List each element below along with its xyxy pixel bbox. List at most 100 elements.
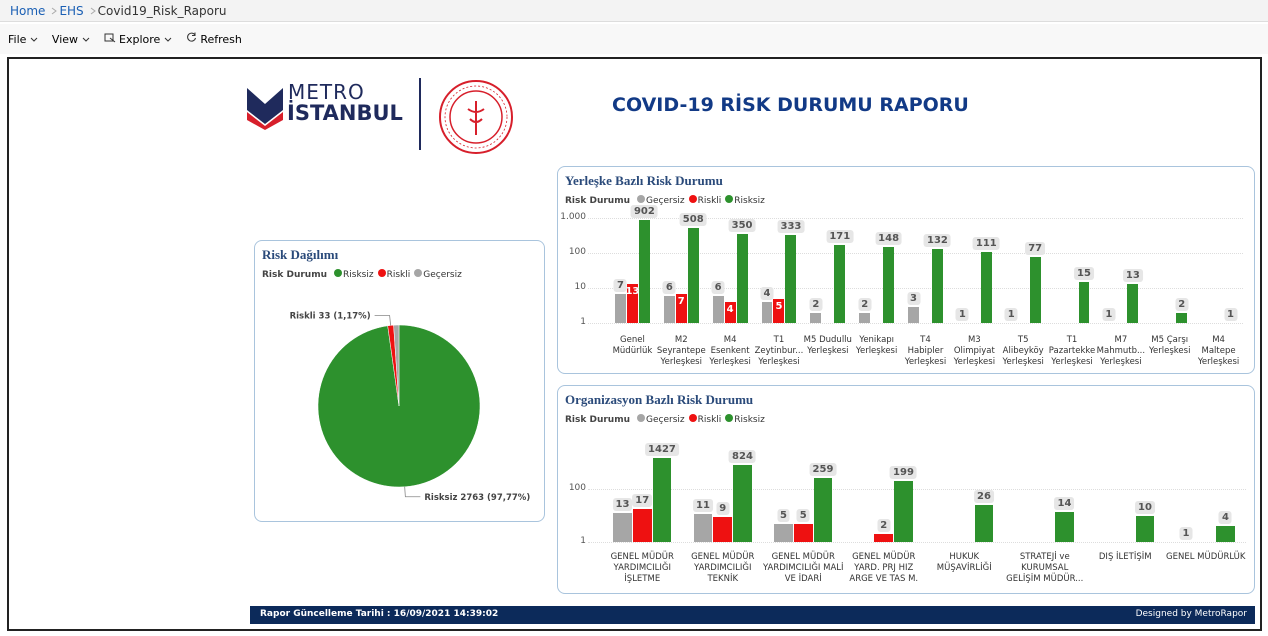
logo-text: METRO: [288, 80, 365, 104]
legend-label: Risksiz: [734, 415, 765, 425]
divider: [419, 78, 421, 150]
data-label: 2: [1175, 297, 1189, 311]
data-label: 5: [775, 300, 783, 312]
report-title: COVID-19 RİSK DURUMU RAPORU: [612, 94, 969, 116]
data-label: 259: [809, 463, 837, 477]
bar: [883, 247, 895, 324]
bar: [894, 481, 913, 543]
data-label: 2: [858, 297, 872, 311]
legend-swatch: [637, 414, 645, 422]
bar: [638, 219, 650, 324]
leader-line: [374, 315, 392, 326]
refresh-button[interactable]: Refresh: [186, 32, 242, 46]
legend-swatch: [414, 269, 423, 277]
bar: [1029, 257, 1041, 324]
logo-text: İSTANBUL: [287, 101, 403, 125]
bar: [663, 295, 675, 324]
x-tick-label: M5 Dudullu Yerleşkesi: [803, 335, 852, 356]
data-label: 824: [729, 449, 756, 463]
menu-view[interactable]: View: [52, 33, 90, 46]
bar: [675, 293, 687, 324]
data-label: 14: [1054, 496, 1075, 510]
grid-line: [588, 218, 1243, 220]
data-label: 1: [1179, 527, 1193, 541]
bar: [724, 302, 736, 324]
legend-item: Risksiz: [725, 195, 765, 206]
legend-item: Riskli: [688, 195, 721, 206]
legend-item: Riskli: [377, 269, 410, 280]
bar: [834, 245, 846, 324]
data-label: 148: [875, 232, 903, 246]
legend-title: Risk Durumu: [565, 195, 630, 206]
pie-chart: Risksiz 2763 (97,77%) Riskli 33 (1,17%): [290, 311, 531, 503]
data-label: 1: [1224, 308, 1238, 322]
bar: [980, 251, 992, 324]
data-label: 350: [728, 219, 756, 233]
bar: [810, 312, 822, 324]
bar-card: Yerleşke Bazlı Risk Durumu Risk Durumu Geç…: [557, 166, 1255, 374]
data-label: Riskli 33 (1,17%): [290, 311, 371, 321]
x-tick-label: M4 Maltepe Yerleşkesi: [1197, 335, 1240, 367]
bar: [1078, 282, 1090, 324]
bar: [1135, 515, 1155, 543]
menu-explore[interactable]: Explore: [104, 33, 172, 46]
legend-swatch: [688, 414, 697, 422]
legend-swatch: [725, 414, 734, 422]
x-tick-label: GENEL MÜDÜRLÜK: [1166, 552, 1246, 562]
grid-line: [588, 489, 1246, 491]
legend-item: Riskli: [688, 414, 721, 425]
data-label: 7: [613, 278, 627, 292]
legend-swatch: [377, 269, 386, 277]
legend-item: Geçersiz: [414, 269, 462, 280]
data-label: 5: [777, 508, 790, 522]
bar: [693, 514, 713, 543]
card-title: Yerleşke Bazlı Risk Durumu: [565, 173, 723, 188]
bar: [613, 512, 632, 543]
data-label: 6: [662, 280, 676, 294]
data-label: 1: [955, 308, 969, 322]
x-tick-label: GENEL MÜDÜR YARD. PRJ HIZ ARGE VE TAS M.: [849, 552, 919, 584]
bar: [874, 534, 894, 543]
data-label: 3: [907, 291, 921, 305]
chevron: [52, 7, 58, 14]
bar: [626, 284, 638, 324]
crumb-link[interactable]: Home: [10, 3, 46, 18]
bar: [687, 228, 699, 324]
x-tick-label: GENEL MÜDÜR YARDIMCILIĞI MALİ VE İDARİ: [763, 552, 844, 584]
bar: [1127, 284, 1139, 324]
legend-swatch: [334, 269, 342, 277]
menu-label: Explore: [119, 32, 161, 46]
data-label: 1427: [645, 443, 679, 457]
x-tick-label: GENEL MÜDÜR YARDIMCILIĞI TEKNİK: [691, 552, 755, 584]
bar: [1176, 312, 1188, 324]
bar: [761, 302, 773, 324]
x-tick-label: M2 Seyrantepe Yerleşkesi: [656, 335, 706, 367]
breadcrumb: Home EHS Covid19_Risk_Raporu: [0, 0, 1268, 22]
crumb-link[interactable]: EHS: [59, 3, 84, 18]
legend-label: Risksiz: [343, 270, 374, 280]
data-label: 7: [677, 295, 685, 307]
data-label: 508: [679, 213, 707, 227]
data-label: 77: [1025, 242, 1046, 256]
data-label: 4: [726, 304, 734, 316]
toolbar: File View Explore Refresh: [0, 24, 1268, 54]
bar: [736, 234, 748, 324]
data-label: 171: [826, 230, 854, 243]
pie-card: Risk Dağılımı Risk Durumu Risksiz Riskli Geç…: [254, 240, 545, 522]
x-tick-label: T1 Pazartekke Yerleşkesi: [1048, 335, 1096, 367]
bar: [614, 293, 626, 324]
menu-label: File: [8, 32, 27, 46]
bar: [713, 516, 733, 543]
legend-label: Geçersiz: [423, 270, 462, 280]
data-label: 199: [890, 466, 917, 480]
menu-label: View: [51, 32, 79, 46]
data-label: 26: [974, 489, 994, 503]
bar: [652, 458, 672, 543]
data-label: Risksiz 2763 (97,77%): [424, 493, 530, 503]
menu-file[interactable]: File: [8, 33, 38, 46]
legend-title: Risk Durumu: [262, 269, 327, 280]
x-tick-label: T5 Alibeyköy Yerleşkesi: [1002, 335, 1044, 367]
logo-mark: [247, 88, 283, 130]
bar: [733, 464, 752, 543]
